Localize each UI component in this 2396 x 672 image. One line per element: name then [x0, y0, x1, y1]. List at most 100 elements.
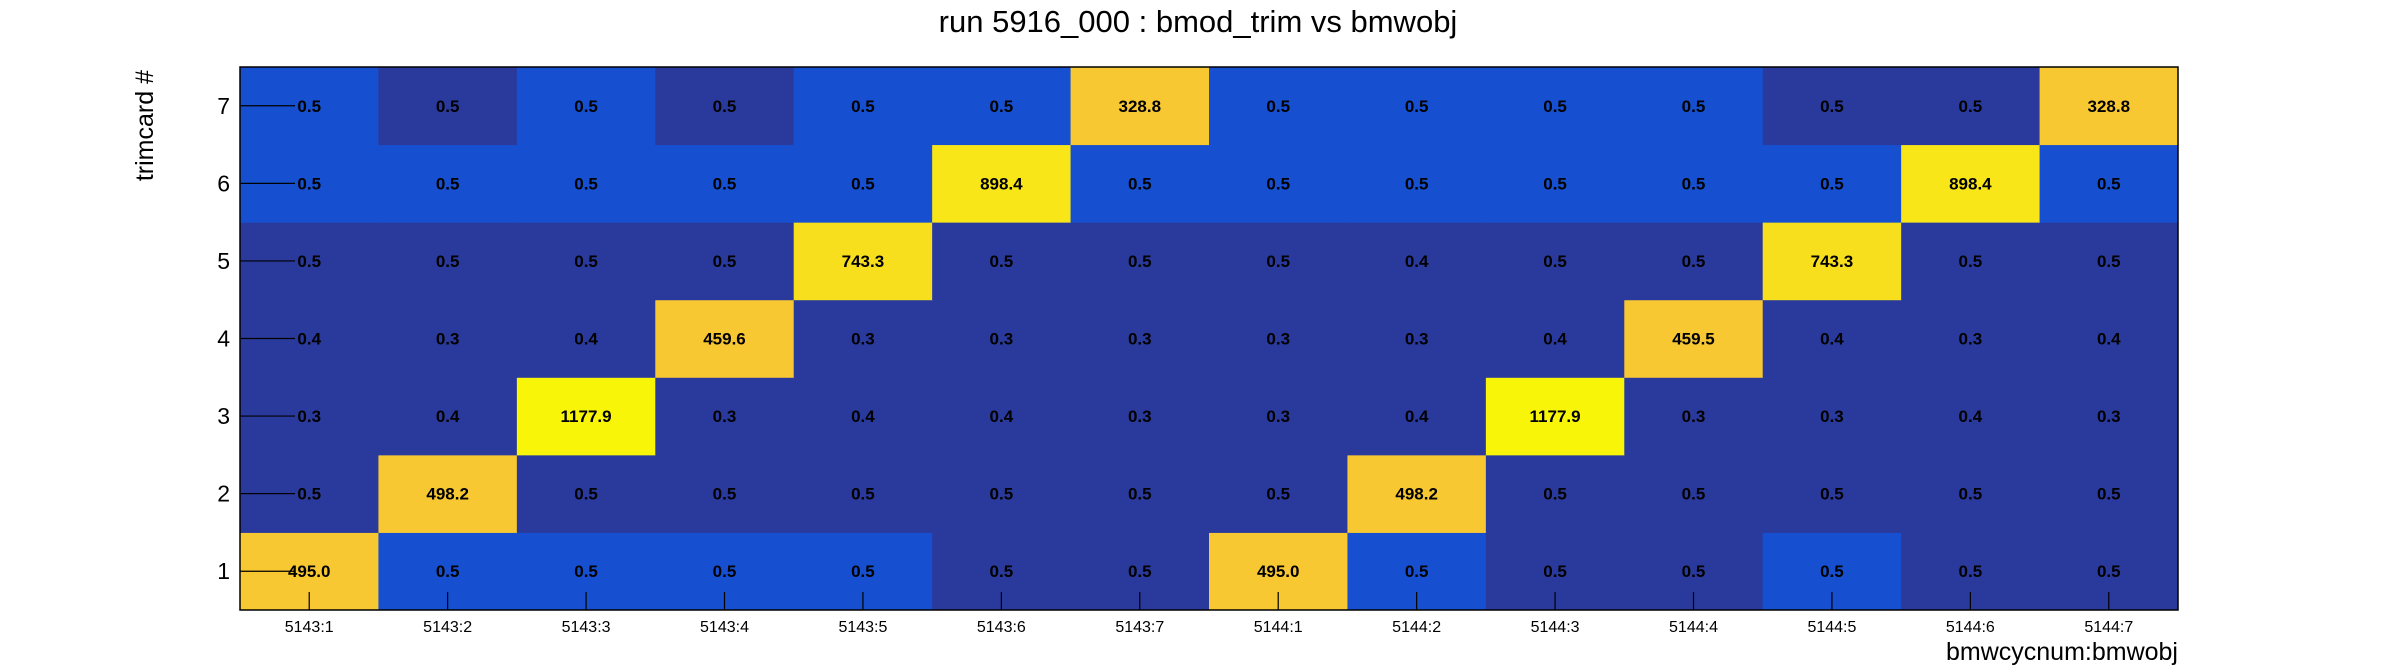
- cell-value-label: 0.5: [1682, 252, 1706, 271]
- cell-value-label: 0.5: [990, 97, 1014, 116]
- heatmap-cell: [932, 454, 1072, 533]
- cell-value-label: 0.5: [436, 562, 460, 581]
- heatmap-cell: [1624, 377, 1764, 456]
- cell-value-label: 0.5: [1128, 252, 1152, 271]
- x-axis-title: bmwcycnum:bmwobj: [1946, 638, 2178, 666]
- cell-value-label: 0.5: [574, 174, 598, 193]
- heatmap-cell: [1901, 377, 2041, 456]
- cell-value-label: 0.5: [1959, 252, 1983, 271]
- x-tick-label: 5143:1: [285, 619, 334, 636]
- heatmap-cell: [932, 222, 1072, 301]
- y-tick-label: 6: [217, 170, 230, 196]
- heatmap-cell: [516, 222, 656, 301]
- cell-value-label: 1177.9: [1530, 407, 1581, 426]
- cell-value-label: 0.5: [574, 97, 598, 116]
- cell-value-label: 0.4: [1405, 252, 1429, 271]
- heatmap-cell: [378, 299, 518, 378]
- x-tick-labels: 5143:1 5143:2 5143:3 5143:4 5143:5 5143:6 5143…: [285, 619, 2134, 636]
- heatmap-cells: [240, 67, 2179, 611]
- x-tick-label: 5144:6: [1946, 619, 1995, 636]
- x-tick-label: 5144:7: [2084, 619, 2133, 636]
- cell-value-label: 0.3: [851, 330, 875, 349]
- cell-value-label: 0.5: [713, 174, 737, 193]
- heatmap-cell: [655, 67, 795, 146]
- heatmap-cell: [2039, 377, 2179, 456]
- cell-value-label: 0.5: [1266, 485, 1290, 504]
- x-tick-label: 5143:7: [1115, 619, 1164, 636]
- heatmap-cell: [516, 67, 656, 146]
- plot-frame: [239, 66, 2179, 611]
- x-tick-label: 5144:2: [1392, 619, 1441, 636]
- heatmap-cell: [1901, 454, 2041, 533]
- cell-value-label: 0.5: [990, 562, 1014, 581]
- cell-value-label: 0.5: [1682, 562, 1706, 581]
- cell-value-label: 0.5: [851, 97, 875, 116]
- cell-value-label: 0.5: [574, 562, 598, 581]
- cell-value-label: 0.4: [851, 407, 875, 426]
- y-axis-title: trimcard #: [131, 70, 159, 181]
- cell-value-label: 498.2: [1395, 485, 1438, 504]
- cell-value-label: 0.5: [1820, 97, 1844, 116]
- heatmap-cell: [793, 67, 933, 146]
- heatmap-cell: [793, 454, 933, 533]
- cell-value-label: 0.5: [713, 485, 737, 504]
- heatmap-cell: [378, 144, 518, 223]
- heatmap-cell: [2039, 222, 2179, 301]
- cell-value-label: 0.5: [1682, 485, 1706, 504]
- heatmap-cell: [1485, 144, 1625, 223]
- heatmap-cell: [1485, 222, 1625, 301]
- x-tick-label: 5144:4: [1669, 619, 1718, 636]
- heatmap-cell: [1901, 222, 2041, 301]
- cell-value-label: 0.4: [990, 407, 1014, 426]
- heatmap-cell: [516, 299, 656, 378]
- cell-value-label: 0.3: [1405, 330, 1429, 349]
- cell-value-label: 0.5: [1820, 485, 1844, 504]
- cell-value-label: 0.4: [1820, 330, 1844, 349]
- heatmap-cell: [378, 67, 518, 146]
- heatmap-cell: [1485, 377, 1625, 456]
- cell-value-label: 0.5: [1266, 97, 1290, 116]
- heatmap-cell: [655, 144, 795, 223]
- chart-title: run 5916_000 : bmod_trim vs bmwobj: [939, 4, 1458, 39]
- cell-value-label: 459.6: [703, 330, 746, 349]
- heatmap-cell: [1762, 377, 1902, 456]
- cell-value-label: 0.4: [297, 330, 321, 349]
- cell-value-label: 459.5: [1672, 330, 1715, 349]
- heatmap-cell: [1347, 377, 1487, 456]
- x-tick-label: 5143:4: [700, 619, 749, 636]
- cell-value-label: 0.5: [574, 485, 598, 504]
- cell-value-label: 0.5: [851, 485, 875, 504]
- cell-value-label: 0.5: [1128, 562, 1152, 581]
- x-tick-label: 5143:6: [977, 619, 1026, 636]
- heatmap-cell: [1209, 454, 1348, 533]
- cell-value-label: 0.3: [1682, 407, 1706, 426]
- cell-value-label: 0.4: [436, 407, 460, 426]
- y-tick-label: 3: [217, 403, 230, 429]
- heatmap-cell: [1070, 67, 1210, 146]
- cell-value-label: 0.4: [574, 330, 598, 349]
- heatmap-cell: [1485, 67, 1625, 146]
- cell-value-label: 0.3: [436, 330, 460, 349]
- cell-value-label: 0.5: [2097, 252, 2121, 271]
- cell-value-label: 0.3: [1128, 330, 1152, 349]
- cell-value-label: 0.5: [574, 252, 598, 271]
- heatmap-cell: [1209, 377, 1348, 456]
- cell-value-label: 0.5: [436, 174, 460, 193]
- heatmap-cell: [1485, 454, 1625, 533]
- cell-value-label: 0.5: [2097, 485, 2121, 504]
- cell-value-label: 0.5: [1266, 174, 1290, 193]
- cell-value-label: 0.5: [1405, 562, 1429, 581]
- x-tick-label: 5144:3: [1531, 619, 1580, 636]
- cell-value-label: 0.5: [1959, 562, 1983, 581]
- heatmap-cell: [1624, 144, 1764, 223]
- cell-value-label: 1177.9: [561, 407, 612, 426]
- heatmap-cell: [1070, 454, 1210, 533]
- cell-value-label: 743.3: [842, 252, 885, 271]
- heatmap-cell: [1347, 299, 1487, 378]
- cell-value-label: 0.3: [297, 407, 321, 426]
- cell-value-label: 0.5: [713, 97, 737, 116]
- heatmap-cell: [378, 377, 518, 456]
- cell-value-label: 0.3: [2097, 407, 2121, 426]
- heatmap-cell: [1762, 299, 1902, 378]
- heatmap-cell: [932, 377, 1072, 456]
